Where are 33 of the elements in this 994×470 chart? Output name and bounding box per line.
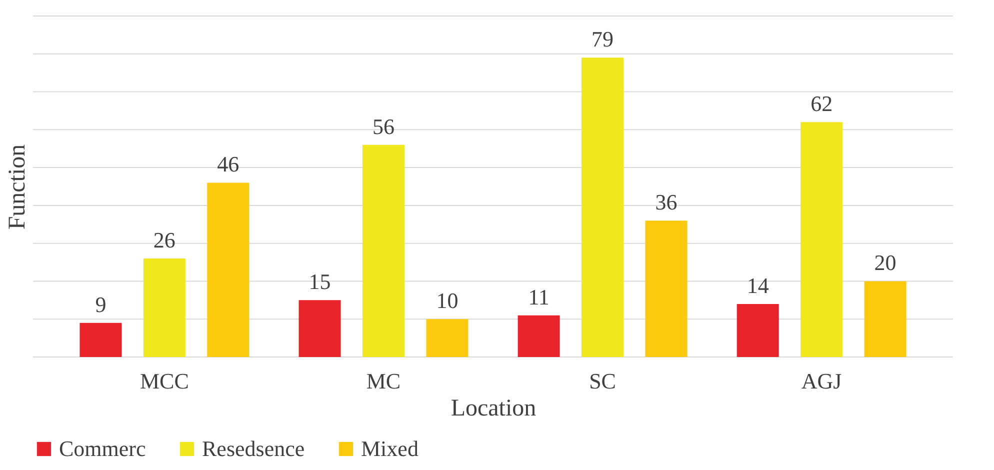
data-label: 9: [95, 292, 106, 317]
bar: [800, 122, 843, 357]
data-label: 56: [372, 114, 394, 139]
bar: [426, 319, 468, 357]
bar: [143, 258, 186, 357]
legend-label: Resedsence: [202, 436, 305, 461]
data-label: 26: [153, 227, 176, 252]
legend-label: Mixed: [361, 436, 418, 461]
y-axis-title: Function: [4, 144, 30, 230]
data-label: 15: [308, 269, 331, 294]
data-label: 10: [436, 288, 458, 314]
bar: [362, 144, 404, 357]
data-label: 11: [528, 284, 550, 310]
bar: [207, 182, 250, 357]
x-tick-label: SC: [589, 368, 616, 394]
data-label: 62: [810, 91, 833, 116]
bar: [736, 304, 779, 357]
data-label: 36: [655, 190, 678, 215]
bar: [518, 315, 560, 357]
bar: [582, 58, 624, 357]
data-label: 14: [746, 272, 769, 298]
data-label: 79: [592, 26, 614, 52]
x-axis-title: Location: [450, 396, 536, 422]
x-tick-label: MCC: [140, 368, 189, 394]
bar: [645, 220, 688, 357]
bar: [864, 281, 906, 357]
data-label: 20: [874, 250, 896, 276]
x-tick-label: AGJ: [801, 368, 842, 394]
x-tick-label: MC: [366, 368, 401, 394]
bar: [80, 322, 122, 357]
legend-label: Commerc: [59, 436, 146, 461]
bar: [298, 300, 341, 357]
data-label: 46: [217, 152, 240, 177]
